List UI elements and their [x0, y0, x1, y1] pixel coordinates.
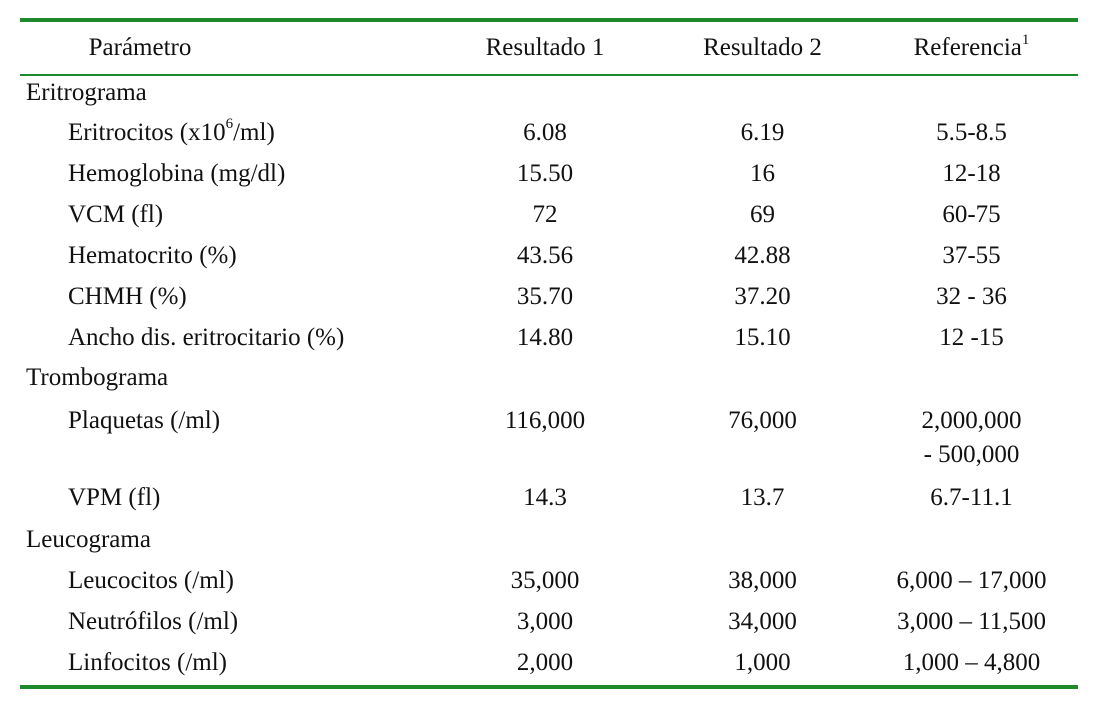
- group-row-eritrograma: Eritrograma: [20, 74, 1078, 112]
- cell-r2-hematocrito: 42.88: [734, 241, 791, 269]
- cell-r1-hemoglobina: 15.50: [516, 159, 574, 187]
- table-row-neutrofilos: Neutrófilos (/ml) 3,000 34,000 3,000 – 1…: [20, 601, 1078, 642]
- col-header-resultado-2: Resultado 2: [703, 34, 822, 61]
- row-label-neutrofilos: Neutrófilos (/ml): [68, 607, 239, 635]
- eritrocitos-label-a: Eritrocitos (x10: [68, 118, 226, 146]
- cell-r1-chmh: 35.70: [516, 282, 574, 310]
- table-header-rule: [20, 74, 1078, 76]
- table-row-plaquetas: Plaquetas (/ml) 116,000 76,000 2,000,000…: [20, 398, 1078, 476]
- cell-r2-linfocitos: 1,000: [734, 648, 791, 676]
- row-label-eritrocitos: Eritrocitos (x106/ml): [20, 112, 430, 153]
- col-header-referencia: Referencia1: [865, 22, 1078, 74]
- plaquetas-ref-line2: - 500,000: [923, 441, 1020, 468]
- cell-ref-chmh: 32 - 36: [936, 282, 1007, 310]
- table-row-hemoglobina: Hemoglobina (mg/dl) 15.50 16 12-18: [20, 153, 1078, 194]
- cell-r2-plaquetas: 76,000: [728, 407, 797, 434]
- cell-ref-eritrocitos: 5.5-8.5: [936, 118, 1007, 146]
- eritrocitos-exponent: 6: [225, 116, 234, 133]
- table-row-linfocitos: Linfocitos (/ml) 2,000 1,000 1,000 – 4,8…: [20, 642, 1078, 683]
- cell-r1-plaquetas: 116,000: [504, 407, 586, 434]
- footnote-marker: 1: [1021, 31, 1030, 48]
- row-label-chmh: CHMH (%): [68, 282, 187, 310]
- row-label-hemoglobina: Hemoglobina (mg/dl): [68, 159, 286, 187]
- row-label-linfocitos: Linfocitos (/ml): [68, 648, 227, 676]
- table-row-eritrocitos: Eritrocitos (x106/ml) 6.08 6.19 5.5-8.5: [20, 112, 1078, 153]
- row-label-ancho: Ancho dis. eritrocitario (%): [68, 323, 345, 351]
- row-label-leucocitos: Leucocitos (/ml): [68, 566, 234, 594]
- plaquetas-ref-line1: 2,000,000: [921, 407, 1022, 434]
- cell-ref-neutrofilos: 3,000 – 11,500: [896, 607, 1047, 635]
- cell-r2-leucocitos: 38,000: [728, 566, 797, 594]
- cell-r1-eritrocitos: 6.08: [523, 118, 567, 146]
- cell-r2-vcm: 69: [750, 200, 775, 228]
- eritrocitos-label-b: /ml): [233, 118, 275, 146]
- table-row-vcm: VCM (fl) 72 69 60-75: [20, 194, 1078, 235]
- cell-r1-neutrofilos: 3,000: [516, 607, 574, 635]
- cell-r2-chmh: 37.20: [734, 282, 791, 310]
- table-row-leucocitos: Leucocitos (/ml) 35,000 38,000 6,000 – 1…: [20, 560, 1078, 601]
- cell-ref-vpm: 6.7-11.1: [930, 484, 1013, 511]
- col-header-parametro: Parámetro: [88, 34, 192, 61]
- row-label-vcm: VCM (fl): [68, 200, 164, 228]
- group-label-eritrograma: Eritrograma: [26, 79, 147, 106]
- group-row-leucograma: Leucograma: [20, 520, 1078, 560]
- cell-ref-leucocitos: 6,000 – 17,000: [896, 566, 1047, 594]
- cell-r2-neutrofilos: 34,000: [728, 607, 797, 635]
- table-row-ancho: Ancho dis. eritrocitario (%) 14.80 15.10…: [20, 317, 1078, 358]
- cell-ref-plaquetas: 2,000,000 - 500,000: [865, 398, 1078, 476]
- group-label-leucograma: Leucograma: [26, 526, 151, 553]
- table-bottom-rule: [20, 685, 1078, 689]
- row-label-plaquetas: Plaquetas (/ml): [68, 407, 221, 434]
- cell-r2-hemoglobina: 16: [750, 159, 775, 187]
- table-row-chmh: CHMH (%) 35.70 37.20 32 - 36: [20, 276, 1078, 317]
- row-label-hematocrito: Hematocrito (%): [68, 241, 237, 269]
- cell-r1-vpm: 14.3: [523, 484, 567, 511]
- referencia-label: Referencia: [913, 34, 1022, 61]
- table-row-vpm: VPM (fl) 14.3 13.7 6.7-11.1: [20, 476, 1078, 520]
- row-label-vpm: VPM (fl): [68, 484, 161, 511]
- cell-r2-vpm: 13.7: [740, 484, 785, 511]
- col-header-resultado-1: Resultado 1: [485, 34, 605, 61]
- cell-ref-ancho: 12 -15: [939, 323, 1004, 351]
- table-row-hematocrito: Hematocrito (%) 43.56 42.88 37-55: [20, 235, 1078, 276]
- table-header-row: Parámetro Resultado 1 Resultado 2 Refere…: [20, 22, 1078, 74]
- cell-r1-linfocitos: 2,000: [516, 648, 574, 676]
- cell-r1-vcm: 72: [532, 200, 558, 228]
- cell-ref-linfocitos: 1,000 – 4,800: [902, 648, 1041, 676]
- group-row-trombograma: Trombograma: [20, 358, 1078, 398]
- table-top-rule: [20, 18, 1078, 22]
- cell-r1-ancho: 14.80: [516, 323, 574, 351]
- cell-r1-leucocitos: 35,000: [510, 566, 580, 594]
- cell-r2-ancho: 15.10: [734, 323, 791, 351]
- cell-ref-hemoglobina: 12-18: [942, 159, 1001, 187]
- cell-ref-vcm: 60-75: [942, 200, 1001, 228]
- group-label-trombograma: Trombograma: [26, 364, 169, 391]
- hemogram-table: Parámetro Resultado 1 Resultado 2 Refere…: [20, 22, 1078, 683]
- cell-r1-hematocrito: 43.56: [516, 241, 574, 269]
- cell-ref-hematocrito: 37-55: [942, 241, 1001, 269]
- cell-r2-eritrocitos: 6.19: [740, 118, 785, 146]
